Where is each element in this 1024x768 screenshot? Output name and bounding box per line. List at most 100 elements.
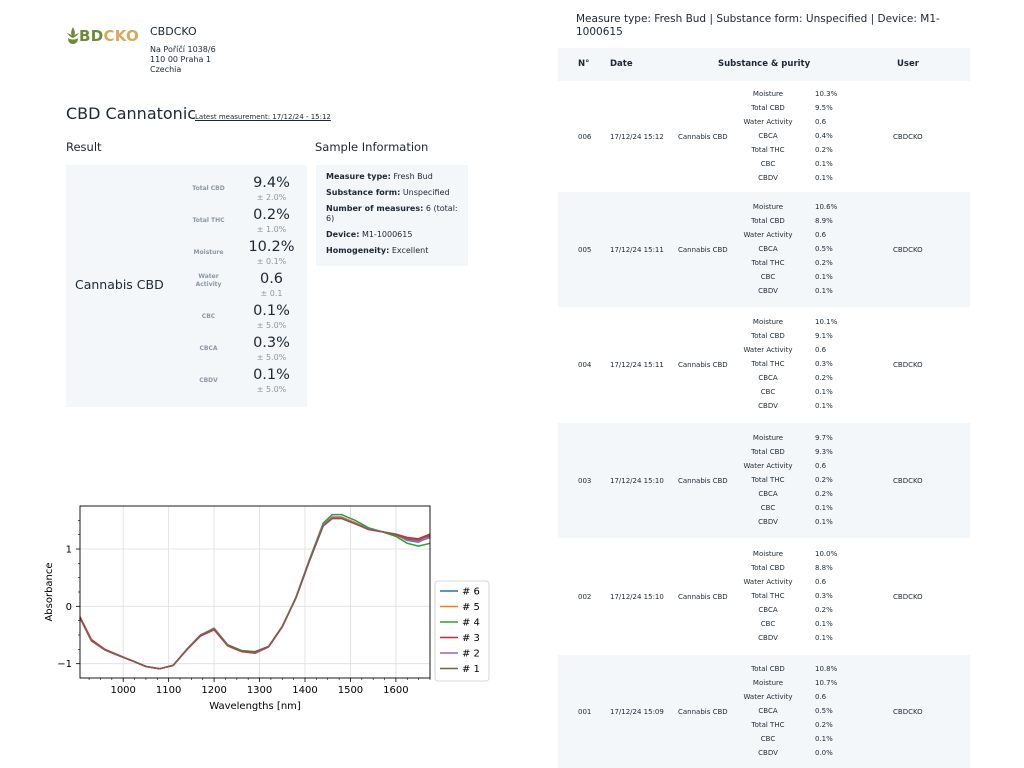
table-row[interactable]: 005 17/12/24 15:11 Cannabis CBD CBDCKO Moist…	[558, 192, 970, 307]
company-address: Na Poříčí 1038/6 110 00 Praha 1 Czechia	[150, 45, 216, 75]
x-tick-label: 1300	[247, 685, 272, 696]
purity-value: 0.1%	[815, 174, 833, 182]
purity-value: 0.3%	[815, 592, 833, 600]
purity-line: CBC 0.1%	[733, 160, 863, 174]
purity-line: CBDV 0.1%	[733, 174, 863, 188]
legend-label: # 6	[462, 587, 480, 598]
legend-label: # 5	[462, 602, 480, 613]
result-row-value: 10.2%	[248, 239, 295, 255]
logo-wordmark: BDCKO	[79, 27, 140, 45]
sample-info-heading: Sample Information	[315, 140, 429, 154]
purity-line: Total CBD 10.8%	[733, 665, 863, 679]
purity-line: Moisture 10.1%	[733, 318, 863, 332]
purity-name: Water Activity	[743, 346, 793, 354]
purity-name: Total THC	[751, 259, 785, 267]
result-row: Total THC 0.2% ± 1.0%	[171, 207, 301, 239]
y-axis-label: Absorbance	[44, 562, 55, 621]
purity-line: Water Activity 0.6	[733, 693, 863, 707]
purity-value: 8.8%	[815, 564, 833, 572]
result-row-error: ± 5.0%	[256, 385, 287, 394]
purity-line: Moisture 10.7%	[733, 679, 863, 693]
purity-value: 0.2%	[815, 259, 833, 267]
legend-label: # 2	[462, 649, 480, 660]
result-row-label: Total CBD	[192, 185, 225, 192]
purity-line: Moisture 9.7%	[733, 434, 863, 448]
cell-number: 006	[578, 133, 592, 141]
purity-value: 9.3%	[815, 448, 833, 456]
purity-value: 0.2%	[815, 146, 833, 154]
purity-name: Total CBD	[751, 104, 785, 112]
purity-name: CBCA	[758, 490, 778, 498]
table-row[interactable]: 003 17/12/24 15:10 Cannabis CBD CBDCKO Moist…	[558, 423, 970, 538]
purity-line: CBCA 0.2%	[733, 606, 863, 620]
address-line: 110 00 Praha 1	[150, 55, 212, 64]
purity-line: CBDV 0.0%	[733, 749, 863, 763]
purity-line: CBCA 0.5%	[733, 245, 863, 259]
purity-value: 10.1%	[815, 318, 838, 326]
purity-value: 0.4%	[815, 132, 833, 140]
result-row-value: 0.1%	[253, 303, 290, 319]
cell-substance: Cannabis CBD	[678, 477, 728, 485]
company-name: CBDCKO	[150, 25, 197, 38]
cell-date: 17/12/24 15:12	[610, 133, 664, 141]
result-row-error: ± 0.1	[260, 289, 283, 298]
purity-name: CBCA	[758, 606, 778, 614]
series-line	[79, 517, 431, 670]
purity-line: Moisture 10.0%	[733, 550, 863, 564]
cell-number: 005	[578, 246, 592, 254]
y-tick-label: −1	[57, 659, 72, 670]
purity-name: Water Activity	[743, 118, 793, 126]
purity-line: Total CBD 9.5%	[733, 104, 863, 118]
table-row[interactable]: 001 17/12/24 15:09 Cannabis CBD CBDCKO Total…	[558, 655, 970, 768]
purity-line: CBCA 0.4%	[733, 132, 863, 146]
table-row[interactable]: 004 17/12/24 15:11 Cannabis CBD CBDCKO Moist…	[558, 307, 970, 423]
result-row-error: ± 1.0%	[256, 225, 287, 234]
purity-line: Total THC 0.2%	[733, 476, 863, 490]
result-row: Moisture 10.2% ± 0.1%	[171, 239, 301, 271]
x-tick-label: 1200	[201, 685, 226, 696]
result-row: Water Activity 0.6 ± 0.1	[171, 271, 301, 303]
address-line: Czechia	[150, 65, 182, 74]
table-row[interactable]: 006 17/12/24 15:12 Cannabis CBD CBDCKO Moist…	[558, 81, 970, 192]
purity-name: Moisture	[752, 90, 784, 98]
purity-value: 8.9%	[815, 217, 833, 225]
purity-line: Water Activity 0.6	[733, 231, 863, 245]
x-axis-label: Wavelengths [nm]	[209, 701, 301, 712]
purity-line: CBCA 0.2%	[733, 374, 863, 388]
purity-name: CBC	[760, 388, 776, 396]
purity-line: Water Activity 0.6	[733, 578, 863, 592]
purity-name: Total CBD	[751, 217, 785, 225]
x-tick-label: 1000	[110, 685, 135, 696]
purity-name: CBDV	[758, 174, 778, 182]
purity-value: 0.0%	[815, 749, 833, 757]
result-row-value: 9.4%	[253, 175, 290, 191]
purity-value: 0.6	[815, 118, 827, 126]
purity-name: CBC	[760, 504, 776, 512]
sample-measure-type: Measure type: Fresh Bud	[326, 172, 433, 181]
purity-value: 0.2%	[815, 490, 833, 498]
purity-value: 0.6	[815, 346, 827, 354]
sample-homogeneity: Homogeneity: Excellent	[326, 246, 429, 255]
measurements-header: Measure type: Fresh Bud | Substance form…	[576, 13, 940, 38]
purity-value: 9.1%	[815, 332, 833, 340]
legend-label: # 3	[462, 633, 480, 644]
purity-name: CBDV	[758, 518, 778, 526]
series-line	[79, 517, 431, 670]
result-row: CBC 0.1% ± 5.0%	[171, 303, 301, 335]
purity-value: 0.6	[815, 231, 827, 239]
purity-line: Moisture 10.3%	[733, 90, 863, 104]
cell-date: 17/12/24 15:11	[610, 361, 664, 369]
purity-name: CBCA	[758, 374, 778, 382]
latest-measurement-link[interactable]: Latest measurement: 17/12/24 - 15:12	[195, 113, 331, 121]
purity-line: CBDV 0.1%	[733, 287, 863, 301]
result-row: CBCA 0.3% ± 5.0%	[171, 335, 301, 367]
result-row-error: ± 2.0%	[256, 193, 287, 202]
result-row-label: Total THC	[192, 217, 225, 224]
table-row[interactable]: 002 17/12/24 15:10 Cannabis CBD CBDCKO Moist…	[558, 538, 970, 655]
result-heading: Result	[66, 140, 102, 154]
column-header-date: Date	[610, 59, 633, 69]
purity-name: CBC	[760, 735, 776, 743]
purity-name: CBC	[760, 273, 776, 281]
purity-value: 0.2%	[815, 374, 833, 382]
purity-name: Total THC	[751, 146, 785, 154]
